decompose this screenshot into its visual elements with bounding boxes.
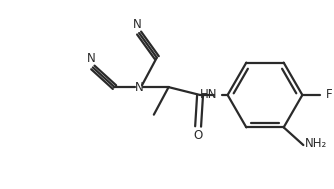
Text: N: N [87,52,95,65]
Text: F: F [326,88,333,101]
Text: HN: HN [200,88,218,101]
Text: N: N [133,18,142,31]
Text: N: N [135,81,144,94]
Text: O: O [193,129,203,142]
Text: NH₂: NH₂ [305,137,328,150]
